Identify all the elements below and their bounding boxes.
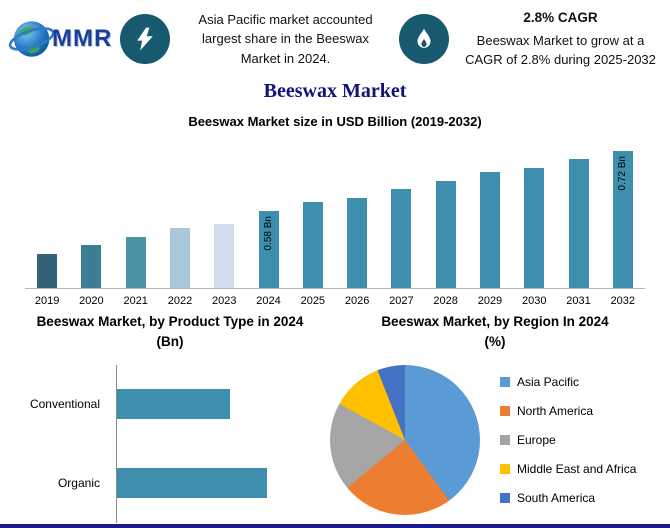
bar-column-2025 [291, 202, 335, 288]
bar-2023 [214, 224, 235, 288]
x-axis-label-2021: 2021 [123, 295, 148, 307]
bar-column-2022 [158, 228, 202, 288]
legend-label: North America [517, 403, 594, 418]
bar-column-2020 [69, 245, 113, 288]
pie-chart [330, 364, 480, 515]
bar-chart-x-axis: 2019 2020 2021 2022 2023 2024 2025 2026 2027 2028… [25, 289, 645, 307]
x-axis-label-2030: 2030 [521, 295, 547, 307]
legend-item-europe: Europe [500, 433, 636, 447]
product-row-organic: Organic [20, 468, 320, 498]
bar-column-2019 [25, 254, 69, 288]
legend-swatch [500, 463, 510, 474]
bar-column-2031 [556, 159, 600, 288]
bar-column-2026 [335, 198, 379, 288]
bar-2020 [81, 245, 102, 288]
x-axis-label-2022: 2022 [167, 295, 193, 307]
bottom-charts-row: Beeswax Market, by Product Type in 2024 … [0, 308, 670, 523]
legend-item-north-america: North America [500, 404, 636, 418]
bar-2029 [479, 172, 500, 288]
x-axis-label-2025: 2025 [300, 295, 326, 307]
bar-2022 [169, 228, 190, 288]
legend-item-south-america: South America [500, 491, 636, 505]
legend-label: Middle East and Africa [517, 461, 637, 476]
product-label-conventional: Conventional [29, 397, 100, 411]
flame-icon [399, 14, 449, 64]
bar-value-label-2032: 0.72 Bn [616, 156, 628, 191]
bottom-border [0, 524, 670, 528]
bar-2032: 0.72 Bn [612, 151, 633, 288]
x-axis-label-2020: 2020 [79, 295, 104, 307]
market-size-bar-chart: Beeswax Market size in USD Billion (2019… [25, 114, 645, 307]
bar-2024: 0.58 Bn [258, 211, 279, 288]
bar-2021 [125, 237, 146, 288]
x-axis-label-2029: 2029 [477, 295, 503, 307]
cagr-block: 2.8% CAGR Beeswax Market to grow at a CA… [459, 8, 662, 70]
x-axis-label-2026: 2026 [344, 295, 370, 307]
x-axis-label-2023: 2023 [212, 295, 237, 307]
x-axis-label-2027: 2027 [389, 295, 414, 307]
product-bar-track [116, 468, 320, 498]
product-bar-track [116, 389, 320, 419]
legend-swatch [500, 434, 510, 445]
product-chart-y-axis-line [116, 364, 117, 523]
product-chart-title: Beeswax Market, by Product Type in 2024 … [36, 314, 304, 350]
pie-legend: Asia Pacific North America Europe Middle Ea… [500, 375, 636, 505]
bar-2025 [302, 202, 323, 288]
product-label-organic: Organic [57, 476, 100, 490]
product-type-chart: Beeswax Market, by Product Type in 2024 … [20, 312, 320, 523]
legend-label: Asia Pacific [517, 374, 580, 389]
x-axis-label-2031: 2031 [566, 295, 591, 307]
lightning-icon [120, 14, 170, 64]
legend-swatch [500, 376, 510, 387]
bar-chart-title: Beeswax Market size in USD Billion (2019… [188, 114, 482, 129]
bar-2030 [524, 168, 545, 288]
product-bar-conventional [117, 389, 231, 419]
product-bar-organic [117, 468, 267, 498]
legend-item-middle-east-and-africa: Middle East and Africa [500, 462, 636, 476]
cagr-title: 2.8% CAGR [523, 9, 598, 25]
bar-column-2024: 0.58 Bn [246, 211, 290, 288]
bar-chart-plot-area: 0.58 Bn 0.72 Bn [25, 139, 645, 289]
bar-column-2032: 0.72 Bn [601, 151, 645, 288]
x-axis-label-2032: 2032 [610, 295, 636, 307]
legend-label: South America [517, 490, 596, 505]
legend-swatch [500, 405, 510, 416]
bar-column-2023 [202, 224, 246, 288]
bar-2031 [568, 159, 589, 288]
pie-area: Asia Pacific North America Europe Middle Ea… [330, 364, 660, 515]
product-chart-plot-area: Conventional Organic [20, 364, 320, 523]
cagr-text: Beeswax Market to grow at a CAGR of 2.8%… [465, 33, 656, 68]
bar-2027 [391, 189, 412, 288]
mmr-logo: MMR [8, 10, 120, 68]
bar-column-2029 [468, 172, 512, 288]
logo-text: MMR [52, 25, 113, 52]
x-axis-label-2024: 2024 [256, 295, 281, 307]
lightning-bolt-glyph [137, 27, 153, 51]
bar-value-label-2024: 0.58 Bn [262, 216, 274, 251]
product-row-conventional: Conventional [20, 389, 320, 419]
region-chart-title: Beeswax Market, by Region In 2024 (%) [381, 314, 609, 350]
headline-text: Asia Pacific market accounted largest sh… [198, 11, 373, 66]
bar-column-2028 [424, 181, 468, 288]
legend-label: Europe [517, 432, 556, 447]
header: MMR Asia Pacific market accounted larges… [8, 8, 662, 70]
legend-item-asia-pacific: Asia Pacific [500, 375, 636, 389]
bar-2026 [347, 198, 368, 288]
region-pie-chart: Beeswax Market, by Region In 2024 (%) As… [330, 312, 660, 515]
bar-column-2021 [114, 237, 158, 288]
x-axis-label-2019: 2019 [34, 295, 60, 307]
flame-glyph [417, 28, 431, 48]
bar-2028 [435, 181, 456, 288]
globe-icon [8, 21, 55, 57]
bar-2019 [37, 254, 58, 288]
page-title: Beeswax Market [263, 80, 407, 102]
bar-column-2030 [512, 168, 556, 288]
legend-swatch [500, 492, 510, 503]
x-axis-label-2028: 2028 [433, 295, 458, 307]
bar-column-2027 [379, 189, 423, 288]
